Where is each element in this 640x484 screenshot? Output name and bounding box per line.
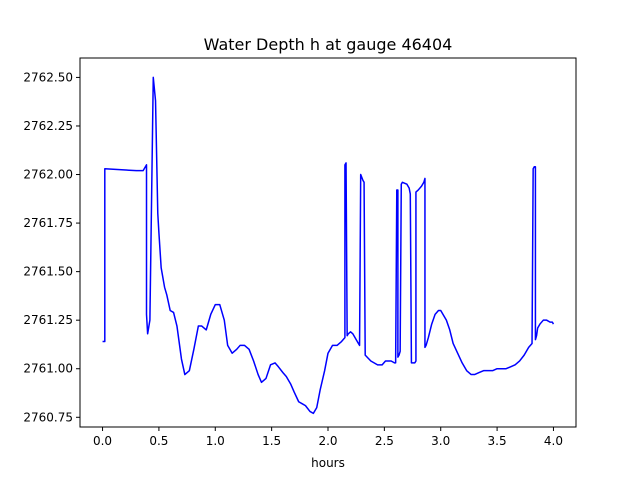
x-tick-label: 2.0 xyxy=(318,434,337,448)
series-line xyxy=(102,76,555,415)
x-tick-label: 3.0 xyxy=(431,434,450,448)
plot-area xyxy=(80,58,576,427)
x-tick-label: 1.5 xyxy=(262,434,281,448)
y-tick-label: 2762.50 xyxy=(23,70,73,84)
y-tick-label: 2762.25 xyxy=(23,119,73,133)
y-tick-label: 2761.75 xyxy=(23,216,73,230)
x-tick-label: 2.5 xyxy=(375,434,394,448)
series-layer xyxy=(102,76,555,415)
y-tick-label: 2762.00 xyxy=(23,168,73,182)
y-axis-ticks: 2760.75 2761.00 2761.25 2761.50 2761.75 2762.… xyxy=(23,70,80,424)
y-tick-label: 2760.75 xyxy=(23,410,73,424)
x-tick-label: 4.0 xyxy=(544,434,563,448)
y-tick-label: 2761.25 xyxy=(23,313,73,327)
y-tick-label: 2761.00 xyxy=(23,362,73,376)
y-tick-label: 2761.50 xyxy=(23,265,73,279)
x-tick-label: 0.0 xyxy=(93,434,112,448)
x-tick-label: 1.0 xyxy=(206,434,225,448)
x-tick-label: 0.5 xyxy=(149,434,168,448)
x-tick-label: 3.5 xyxy=(488,434,507,448)
chart-title: Water Depth h at gauge 46404 xyxy=(204,35,453,54)
x-axis-label: hours xyxy=(311,456,345,470)
x-axis-ticks: 0.0 0.5 1.0 1.5 2.0 2.5 3.0 3.5 4.0 xyxy=(93,427,563,448)
